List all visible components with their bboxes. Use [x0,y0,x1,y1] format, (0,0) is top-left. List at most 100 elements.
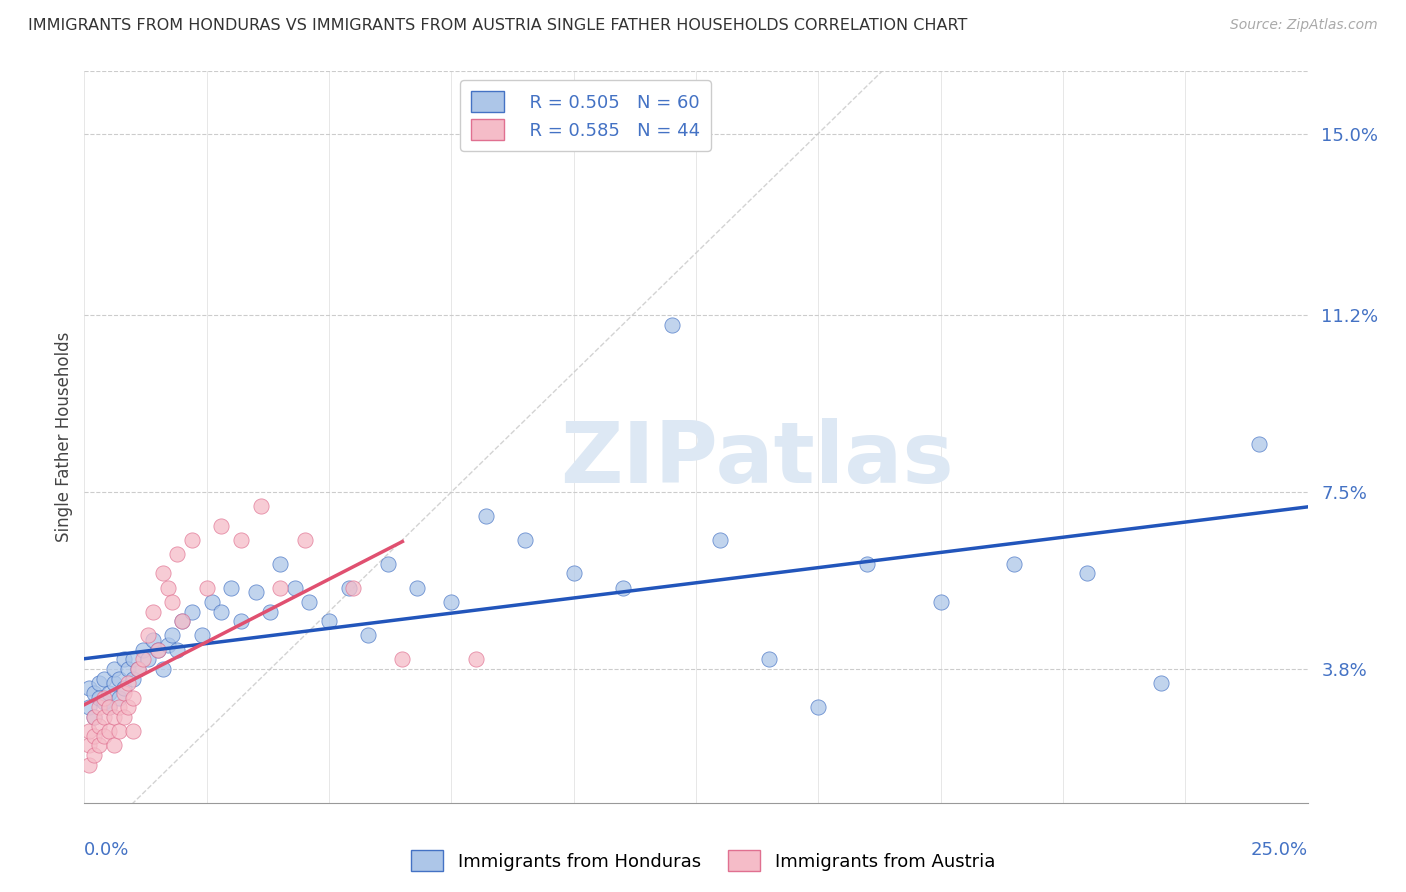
Point [127,662,149,676]
Point [245,585,267,599]
Point [474,508,496,523]
Point [97,724,120,739]
Point [87,700,110,714]
Point [87,676,110,690]
Point [758,652,780,666]
Point [103,676,125,690]
Point [87,719,110,733]
Point [294,533,316,547]
Point [87,739,110,753]
Point [103,662,125,676]
Point [1247,437,1270,451]
Point [77,757,100,772]
Text: ZIPatlas: ZIPatlas [560,417,955,500]
Point [181,605,204,619]
Point [357,628,380,642]
Point [464,652,486,666]
Point [122,724,145,739]
Point [391,652,413,666]
Point [83,747,105,762]
Point [406,581,429,595]
Point [127,662,149,676]
Point [132,652,155,666]
Point [661,318,683,332]
Point [513,533,536,547]
Point [132,642,155,657]
Point [166,642,188,657]
Point [136,652,159,666]
Point [107,672,129,686]
Point [229,614,252,628]
Point [219,581,242,595]
Point [97,686,120,700]
Point [377,557,399,571]
Point [107,724,129,739]
Point [107,690,129,705]
Point [117,676,139,690]
Point [83,710,105,724]
Point [122,672,145,686]
Point [93,729,115,743]
Point [209,605,232,619]
Point [77,739,100,753]
Point [156,638,179,652]
Point [122,690,145,705]
Point [1002,557,1025,571]
Point [807,700,830,714]
Point [97,700,120,714]
Point [152,566,174,581]
Point [342,581,364,595]
Point [259,605,281,619]
Point [156,581,179,595]
Point [112,686,135,700]
Point [77,700,100,714]
Point [162,595,184,609]
Point [612,581,634,595]
Point [166,547,188,561]
Point [146,642,169,657]
Point [142,605,165,619]
Point [142,633,165,648]
Legend:   R = 0.505   N = 60,   R = 0.585   N = 44: R = 0.505 N = 60, R = 0.585 N = 44 [460,80,711,151]
Point [269,557,291,571]
Legend: Immigrants from Honduras, Immigrants from Austria: Immigrants from Honduras, Immigrants fro… [404,843,1002,879]
Point [229,533,252,547]
Text: IMMIGRANTS FROM HONDURAS VS IMMIGRANTS FROM AUSTRIA SINGLE FATHER HOUSEHOLDS COR: IMMIGRANTS FROM HONDURAS VS IMMIGRANTS F… [28,18,967,33]
Point [146,642,169,657]
Point [97,700,120,714]
Point [181,533,204,547]
Point [318,614,340,628]
Point [93,672,115,686]
Point [122,652,145,666]
Text: 25.0%: 25.0% [1250,841,1308,859]
Point [195,581,218,595]
Point [83,710,105,724]
Point [562,566,585,581]
Point [200,595,222,609]
Point [112,681,135,695]
Point [83,729,105,743]
Point [249,500,271,514]
Point [440,595,463,609]
Point [93,690,115,705]
Point [136,628,159,642]
Point [162,628,184,642]
Point [112,652,135,666]
Point [83,686,105,700]
Point [117,700,139,714]
Point [929,595,952,609]
Point [117,662,139,676]
Text: Source: ZipAtlas.com: Source: ZipAtlas.com [1230,18,1378,32]
Point [172,614,194,628]
Y-axis label: Single Father Households: Single Father Households [55,332,73,542]
Point [172,614,194,628]
Point [112,710,135,724]
Text: 0.0%: 0.0% [84,841,129,859]
Point [93,695,115,709]
Point [1150,676,1173,690]
Point [103,739,125,753]
Point [284,581,307,595]
Point [77,681,100,695]
Point [103,710,125,724]
Point [77,724,100,739]
